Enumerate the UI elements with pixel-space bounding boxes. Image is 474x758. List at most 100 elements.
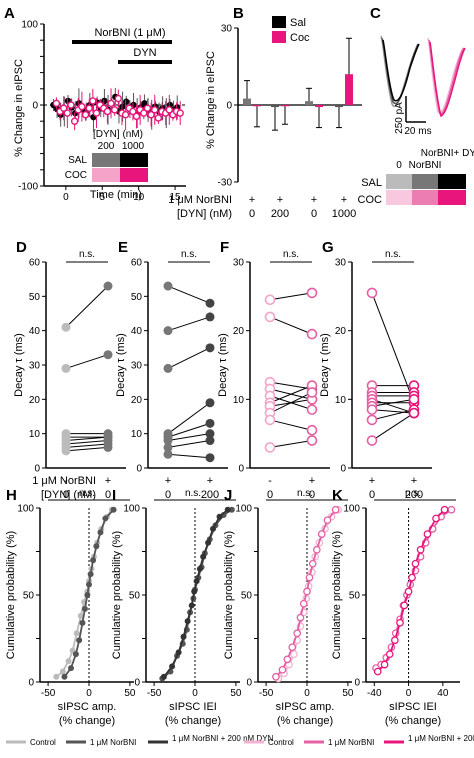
b-row1-label: 1 μM NorBNI (168, 194, 232, 206)
decay-row2-value: 0 (165, 489, 171, 501)
cum-point (416, 545, 425, 554)
decay-point (163, 436, 173, 446)
decay-ns-label: n.s. (283, 249, 299, 260)
decay-ytick-label: 20 (29, 395, 41, 406)
decay-pair-line (167, 422, 211, 438)
decay-row2-value: 0 (369, 489, 375, 501)
cum-point (184, 618, 191, 625)
decay-point (306, 435, 318, 446)
decay-ytick-label: 20 (335, 326, 347, 337)
cum-xlabel-2: (% change) (277, 715, 333, 727)
cum-ylabel: Cumulative probability (%) (223, 531, 235, 659)
decay-point (205, 343, 215, 353)
b-bar-sal (271, 105, 279, 108)
b-bar-coc (315, 105, 323, 108)
cum-point (188, 602, 195, 609)
c-heat-col-3: NorBNI+ DYN (421, 148, 474, 159)
a-point-coc (132, 112, 141, 121)
legend-grey-control: Control (30, 738, 56, 747)
cum-point (290, 650, 298, 659)
decay-row1-value: - (64, 475, 68, 487)
cum-point (79, 619, 86, 626)
cum-point (224, 506, 231, 513)
cum-point (408, 573, 416, 582)
b-bar-sal (335, 105, 343, 108)
cum-ylabel: Cumulative probability (%) (111, 531, 123, 659)
b-legend-sal: Sal (290, 17, 306, 29)
panel-letter-a: A (4, 5, 15, 22)
cum-xtick-label: 0 (406, 688, 412, 699)
decay-point (366, 404, 378, 415)
decay-ytick-label: 0 (238, 464, 244, 475)
b-row2-value: 1000 (332, 208, 356, 220)
decay-point (264, 311, 276, 323)
panel-letter-g: G (322, 239, 334, 256)
cum-ylabel: Cumulative probability (%) (331, 531, 343, 659)
a-point-coc (78, 102, 86, 111)
cum-ytick-label: 50 (129, 591, 141, 602)
panel-letter-j: J (224, 487, 232, 504)
panel-letter-b: B (233, 5, 244, 22)
trace-coc-0 (427, 37, 464, 114)
b-legend-sal-swatch (272, 16, 286, 28)
cum-xtick-label: 50 (230, 688, 242, 699)
panel-letter-h: H (6, 487, 17, 504)
a-point-coc (107, 99, 115, 108)
cum-point (196, 565, 203, 572)
decay-pair-line (65, 446, 109, 452)
decay-point (366, 435, 378, 446)
cum-xlabel: sIPSC IEI (169, 701, 217, 713)
cum-ytick-label: 50 (349, 591, 361, 602)
panel-letter-d: D (16, 239, 27, 256)
decay-point (366, 287, 378, 299)
cum-ylabel: Cumulative probability (%) (5, 531, 17, 659)
trace-coc-dyn (429, 41, 466, 118)
a-point-coc (103, 107, 112, 116)
panel-a-ylabel: % Change in eIPSC (13, 59, 25, 157)
a-point-coc (165, 106, 173, 114)
a-point-coc (121, 111, 130, 119)
cum-ytick-label: 0 (246, 678, 252, 689)
a-point-coc (63, 109, 72, 117)
cum-point (400, 601, 409, 610)
decay-point (61, 322, 71, 332)
decay-pair-line (269, 292, 313, 301)
decay-row2-value: 0 (105, 489, 111, 501)
decay-ytick-label: 60 (131, 258, 143, 269)
a-point-coc (89, 97, 97, 105)
cum-ytick-label: 50 (241, 591, 253, 602)
cum-point (331, 505, 340, 514)
b-row1-value: + (341, 194, 347, 206)
cum-point (193, 578, 200, 585)
a-xtick-label: 0 (63, 192, 69, 203)
b-row2-value: 0 (311, 208, 317, 220)
cum-point (61, 673, 68, 680)
a-point-coc (176, 109, 184, 117)
cum-xtick-label: 0 (86, 688, 92, 699)
decay-pair-line (167, 433, 211, 442)
decay-ytick-label: 20 (233, 326, 245, 337)
a-point-coc (114, 94, 123, 103)
scale-y-label: 250 pA (394, 102, 405, 134)
c-heat-col-1: 0 (396, 160, 402, 171)
cum-xtick-label: -50 (41, 688, 56, 699)
panel-letter-e: E (118, 239, 128, 256)
cum-ytick-label: 0 (354, 678, 360, 689)
cum-xlabel: sIPSC IEI (389, 701, 437, 713)
cum-point (385, 650, 394, 659)
b-legend-coc-swatch (272, 31, 286, 43)
cum-ytick-label: 0 (28, 678, 34, 689)
b-row2-label: [DYN] (nM) (177, 208, 232, 220)
panel-letter-i: I (112, 487, 116, 504)
c-heat-col-2: NorBNI (409, 160, 442, 171)
decay-point (366, 414, 378, 426)
b-row1-value: + (311, 194, 317, 206)
decay-pair-line (269, 419, 313, 431)
a-point-coc (151, 106, 159, 114)
decay-pair-line (167, 285, 211, 304)
decay-point (163, 326, 173, 336)
cum-xlabel: sIPSC amp. (58, 701, 117, 713)
decay-pair-line (269, 316, 313, 335)
cum-point (160, 673, 167, 680)
decay-pair-line (371, 409, 415, 414)
